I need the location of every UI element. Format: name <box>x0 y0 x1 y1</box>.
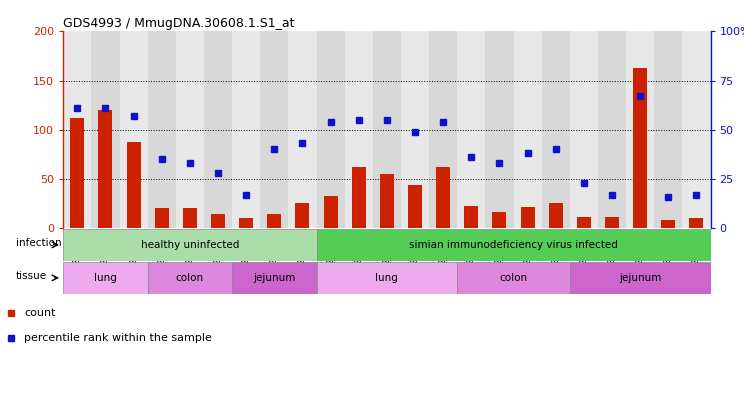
Text: jejunum: jejunum <box>253 273 295 283</box>
Bar <box>464 206 478 228</box>
Bar <box>120 31 147 228</box>
Bar <box>633 68 647 228</box>
Bar <box>260 31 289 228</box>
Bar <box>63 229 316 261</box>
Bar <box>183 208 197 228</box>
Bar <box>316 262 458 294</box>
Bar <box>598 31 626 228</box>
Bar <box>344 31 373 228</box>
Bar <box>176 31 204 228</box>
Bar <box>316 229 711 261</box>
Bar <box>458 31 485 228</box>
Bar <box>577 217 591 228</box>
Bar <box>63 262 147 294</box>
Text: healthy uninfected: healthy uninfected <box>141 240 239 250</box>
Text: infection: infection <box>16 238 62 248</box>
Bar <box>324 195 338 228</box>
Bar <box>380 174 394 228</box>
Bar <box>147 262 232 294</box>
Bar <box>661 220 676 228</box>
Bar <box>458 262 570 294</box>
Bar <box>513 31 542 228</box>
Bar <box>682 31 711 228</box>
Text: tissue: tissue <box>16 271 47 281</box>
Bar <box>232 262 316 294</box>
Bar <box>147 31 176 228</box>
Bar <box>239 218 253 228</box>
Bar <box>295 204 310 228</box>
Text: GDS4993 / MmugDNA.30608.1.S1_at: GDS4993 / MmugDNA.30608.1.S1_at <box>63 17 295 30</box>
Bar <box>155 208 169 228</box>
Bar <box>204 31 232 228</box>
Bar <box>373 31 401 228</box>
Bar <box>267 214 281 228</box>
Bar <box>493 212 507 228</box>
Bar <box>98 110 112 228</box>
Bar <box>429 31 458 228</box>
Bar <box>401 31 429 228</box>
Bar <box>570 262 711 294</box>
Bar <box>126 143 141 228</box>
Bar <box>63 31 92 228</box>
Bar <box>690 218 704 228</box>
Text: lung: lung <box>376 273 398 283</box>
Bar <box>626 31 654 228</box>
Text: percentile rank within the sample: percentile rank within the sample <box>24 333 212 343</box>
Bar <box>570 31 598 228</box>
Bar <box>542 31 570 228</box>
Text: jejunum: jejunum <box>619 273 661 283</box>
Bar <box>485 31 513 228</box>
Bar <box>211 214 225 228</box>
Bar <box>548 204 562 228</box>
Bar <box>289 31 316 228</box>
Bar <box>436 167 450 228</box>
Bar <box>70 118 84 228</box>
Bar <box>316 31 344 228</box>
Bar <box>232 31 260 228</box>
Text: simian immunodeficiency virus infected: simian immunodeficiency virus infected <box>409 240 618 250</box>
Bar <box>654 31 682 228</box>
Bar <box>605 217 619 228</box>
Text: colon: colon <box>499 273 527 283</box>
Text: count: count <box>24 308 56 318</box>
Bar <box>408 185 422 228</box>
Bar <box>352 167 366 228</box>
Text: lung: lung <box>94 273 117 283</box>
Text: colon: colon <box>176 273 204 283</box>
Bar <box>92 31 120 228</box>
Bar <box>521 208 535 228</box>
